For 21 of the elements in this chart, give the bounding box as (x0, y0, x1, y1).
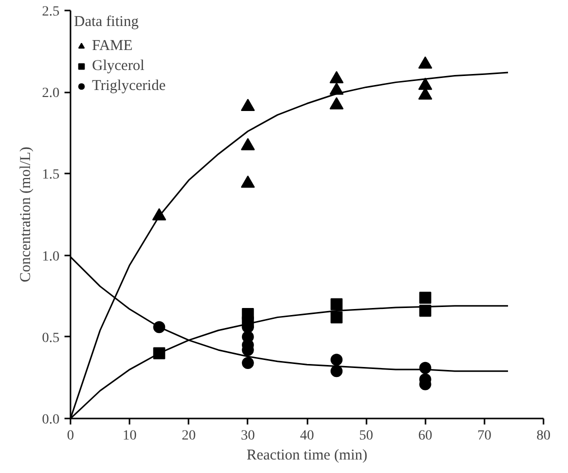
x-tick-label: 40 (300, 428, 314, 444)
x-axis-title: Reaction time (min) (246, 448, 368, 464)
y-tick-label: 1.5 (42, 168, 60, 183)
y-tick-label: 1.0 (42, 249, 60, 264)
x-tick-label: 0 (67, 428, 74, 444)
x-tick-label: 60 (418, 428, 432, 444)
x-tick-label: 10 (122, 428, 137, 444)
legend-label: Triglyceride (92, 78, 166, 94)
legend-title: Data fiting (74, 14, 140, 31)
legend-label: FAME (92, 38, 133, 54)
y-tick-label: 2.0 (42, 86, 60, 102)
y-tick-label: 0.0 (42, 412, 60, 428)
x-tick-label: 50 (359, 428, 374, 444)
x-tick-label: 70 (477, 428, 492, 444)
legend-label: Glycerol (92, 58, 144, 74)
x-tick-label: 80 (536, 428, 550, 444)
x-tick-label: 30 (240, 428, 255, 444)
y-axis-title: Concentration (mol/L) (18, 146, 34, 282)
y-tick-label: 0.5 (42, 330, 60, 346)
y-tick-label: 2.5 (42, 4, 60, 20)
x-tick-label: 20 (182, 428, 196, 444)
